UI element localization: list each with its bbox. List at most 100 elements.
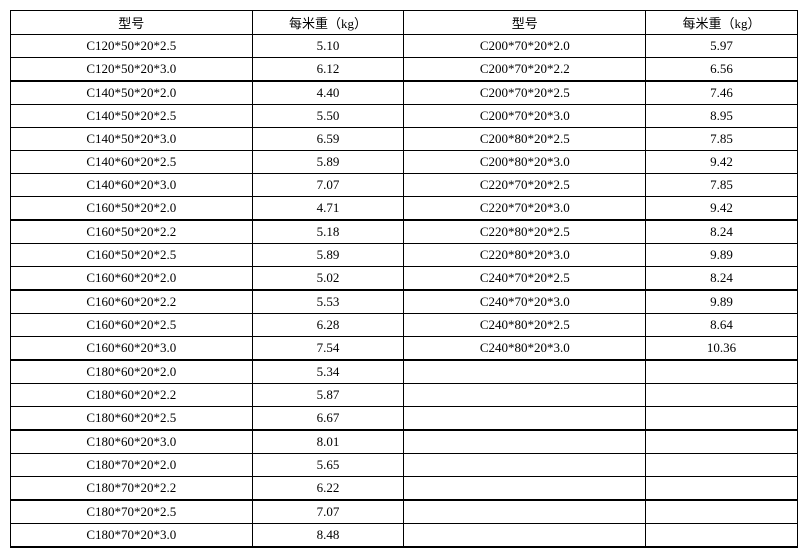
cell-weight: 8.48 bbox=[252, 524, 404, 548]
cell-model: C120*50*20*3.0 bbox=[11, 58, 253, 82]
cell-weight: 7.85 bbox=[646, 128, 798, 151]
cell-weight: 4.40 bbox=[252, 81, 404, 105]
cell-weight: 8.24 bbox=[646, 267, 798, 291]
cell-weight bbox=[646, 384, 798, 407]
table-row: C180*70*20*2.26.22 bbox=[11, 477, 798, 501]
table-row: C160*50*20*2.25.18C220*80*20*2.58.24 bbox=[11, 220, 798, 244]
cell-model: C180*60*20*2.0 bbox=[11, 360, 253, 384]
cell-model: C200*80*20*3.0 bbox=[404, 151, 646, 174]
cell-weight bbox=[646, 430, 798, 454]
cell-model bbox=[404, 360, 646, 384]
cell-model bbox=[404, 477, 646, 501]
table-row: C160*50*20*2.55.89C220*80*20*3.09.89 bbox=[11, 244, 798, 267]
cell-model: C220*80*20*2.5 bbox=[404, 220, 646, 244]
cell-model: C140*50*20*3.0 bbox=[11, 128, 253, 151]
cell-model: C200*70*20*2.0 bbox=[404, 35, 646, 58]
cell-weight bbox=[646, 360, 798, 384]
cell-weight: 5.10 bbox=[252, 35, 404, 58]
cell-model bbox=[404, 454, 646, 477]
cell-weight bbox=[646, 524, 798, 548]
cell-weight: 7.46 bbox=[646, 81, 798, 105]
cell-model: C180*70*20*3.0 bbox=[11, 524, 253, 548]
cell-model: C220*70*20*3.0 bbox=[404, 197, 646, 221]
cell-model: C240*70*20*2.5 bbox=[404, 267, 646, 291]
cell-model: C140*60*20*2.5 bbox=[11, 151, 253, 174]
cell-model: C140*50*20*2.5 bbox=[11, 105, 253, 128]
cell-weight: 6.28 bbox=[252, 314, 404, 337]
table-row: C160*60*20*2.56.28C240*80*20*2.58.64 bbox=[11, 314, 798, 337]
cell-model: C200*70*20*3.0 bbox=[404, 105, 646, 128]
cell-model: C160*60*20*2.0 bbox=[11, 267, 253, 291]
header-model-b: 型号 bbox=[404, 11, 646, 35]
table-row: C180*60*20*2.25.87 bbox=[11, 384, 798, 407]
cell-weight: 6.22 bbox=[252, 477, 404, 501]
cell-model bbox=[404, 500, 646, 524]
cell-model: C220*80*20*3.0 bbox=[404, 244, 646, 267]
table-row: C120*50*20*2.55.10C200*70*20*2.05.97 bbox=[11, 35, 798, 58]
table-row: C140*50*20*2.04.40C200*70*20*2.57.46 bbox=[11, 81, 798, 105]
table-row: C140*60*20*3.07.07C220*70*20*2.57.85 bbox=[11, 174, 798, 197]
cell-weight: 5.89 bbox=[252, 151, 404, 174]
header-row: 型号 每米重（kg） 型号 每米重（kg） bbox=[11, 11, 798, 35]
table-row: C180*70*20*2.05.65 bbox=[11, 454, 798, 477]
table-body: C120*50*20*2.55.10C200*70*20*2.05.97C120… bbox=[11, 35, 798, 548]
table-row: C140*50*20*2.55.50C200*70*20*3.08.95 bbox=[11, 105, 798, 128]
cell-model: C160*60*20*2.5 bbox=[11, 314, 253, 337]
spec-table: 型号 每米重（kg） 型号 每米重（kg） C120*50*20*2.55.10… bbox=[10, 10, 798, 548]
table-row: C180*70*20*3.08.48 bbox=[11, 524, 798, 548]
cell-weight bbox=[646, 407, 798, 431]
cell-weight: 7.07 bbox=[252, 174, 404, 197]
cell-weight: 7.85 bbox=[646, 174, 798, 197]
cell-model: C140*60*20*3.0 bbox=[11, 174, 253, 197]
table-row: C160*50*20*2.04.71C220*70*20*3.09.42 bbox=[11, 197, 798, 221]
cell-model: C240*70*20*3.0 bbox=[404, 290, 646, 314]
table-row: C180*70*20*2.57.07 bbox=[11, 500, 798, 524]
cell-weight: 5.87 bbox=[252, 384, 404, 407]
cell-model: C180*60*20*2.5 bbox=[11, 407, 253, 431]
cell-weight: 5.34 bbox=[252, 360, 404, 384]
cell-weight bbox=[646, 477, 798, 501]
cell-weight: 6.59 bbox=[252, 128, 404, 151]
header-weight-b: 每米重（kg） bbox=[646, 11, 798, 35]
cell-weight: 5.65 bbox=[252, 454, 404, 477]
cell-weight: 9.89 bbox=[646, 290, 798, 314]
table-row: C180*60*20*2.05.34 bbox=[11, 360, 798, 384]
cell-weight: 9.89 bbox=[646, 244, 798, 267]
cell-weight: 8.24 bbox=[646, 220, 798, 244]
cell-model bbox=[404, 407, 646, 431]
cell-model: C160*50*20*2.0 bbox=[11, 197, 253, 221]
cell-weight: 5.53 bbox=[252, 290, 404, 314]
cell-weight: 8.95 bbox=[646, 105, 798, 128]
cell-model: C240*80*20*2.5 bbox=[404, 314, 646, 337]
cell-weight: 4.71 bbox=[252, 197, 404, 221]
header-model-a: 型号 bbox=[11, 11, 253, 35]
cell-model: C220*70*20*2.5 bbox=[404, 174, 646, 197]
cell-model: C120*50*20*2.5 bbox=[11, 35, 253, 58]
cell-model: C180*70*20*2.2 bbox=[11, 477, 253, 501]
cell-model: C160*60*20*2.2 bbox=[11, 290, 253, 314]
table-row: C180*60*20*2.56.67 bbox=[11, 407, 798, 431]
table-row: C160*60*20*3.07.54C240*80*20*3.010.36 bbox=[11, 337, 798, 361]
cell-model bbox=[404, 430, 646, 454]
header-weight-a: 每米重（kg） bbox=[252, 11, 404, 35]
cell-weight: 5.97 bbox=[646, 35, 798, 58]
cell-weight: 5.18 bbox=[252, 220, 404, 244]
cell-model: C200*80*20*2.5 bbox=[404, 128, 646, 151]
cell-model bbox=[404, 524, 646, 548]
table-row: C120*50*20*3.06.12C200*70*20*2.26.56 bbox=[11, 58, 798, 82]
cell-model bbox=[404, 384, 646, 407]
cell-weight bbox=[646, 500, 798, 524]
cell-model: C180*60*20*2.2 bbox=[11, 384, 253, 407]
cell-model: C160*50*20*2.5 bbox=[11, 244, 253, 267]
cell-weight: 5.50 bbox=[252, 105, 404, 128]
cell-weight: 7.07 bbox=[252, 500, 404, 524]
cell-weight: 9.42 bbox=[646, 197, 798, 221]
cell-model: C180*70*20*2.5 bbox=[11, 500, 253, 524]
cell-weight: 9.42 bbox=[646, 151, 798, 174]
table-row: C140*60*20*2.55.89C200*80*20*3.09.42 bbox=[11, 151, 798, 174]
table-row: C140*50*20*3.06.59C200*80*20*2.57.85 bbox=[11, 128, 798, 151]
cell-weight bbox=[646, 454, 798, 477]
cell-model: C200*70*20*2.2 bbox=[404, 58, 646, 82]
cell-weight: 8.64 bbox=[646, 314, 798, 337]
cell-weight: 6.12 bbox=[252, 58, 404, 82]
